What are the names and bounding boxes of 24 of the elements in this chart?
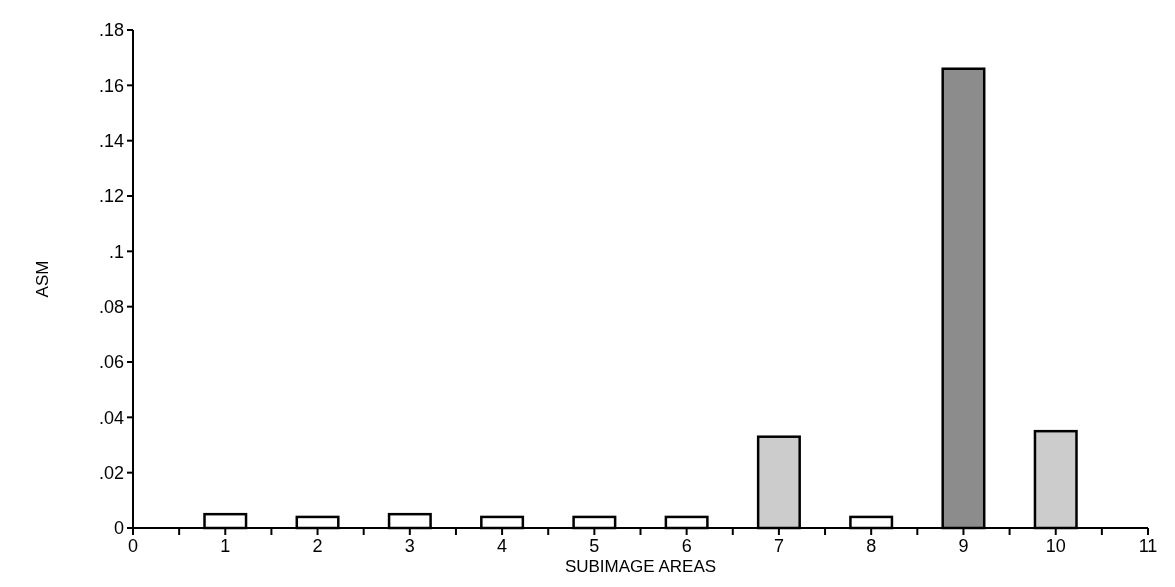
y-tick-label: .08 [98,296,124,317]
x-tick-label: 1 [220,536,231,556]
x-tick-label: 3 [404,536,415,556]
x-tick-label: 9 [958,536,969,556]
y-tick-label: .18 [98,20,124,41]
y-tick-label: .1 [108,241,124,262]
x-tick-label: 8 [866,536,877,556]
x-axis-title: SUBIMAGE AREAS [564,557,717,576]
x-tick-label: 0 [127,536,139,556]
y-tick-label: .14 [98,130,124,151]
x-tick-label: 2 [312,536,323,556]
x-tick-label: 7 [773,536,784,556]
x-tick-label: 10 [1045,536,1066,556]
y-tick-label: 0 [113,518,124,539]
y-tick-label: .16 [98,75,124,96]
x-tick-label: 6 [681,536,692,556]
y-tick-label: .04 [98,407,124,428]
y-tick-label: .06 [98,352,124,373]
x-tick-label: 4 [497,536,508,556]
x-tick-label: 11 [1138,536,1158,556]
x-tick-label: 5 [589,536,600,556]
y-axis-title: ASM [33,260,52,298]
y-tick-label: .02 [98,462,124,483]
y-tick-label: .12 [98,186,124,207]
